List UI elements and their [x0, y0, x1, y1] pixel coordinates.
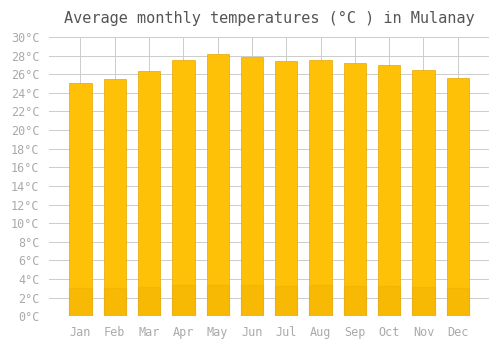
Bar — [138, 287, 160, 316]
Bar — [344, 63, 366, 316]
Bar — [378, 286, 400, 316]
Bar — [206, 54, 229, 316]
Bar — [378, 65, 400, 316]
Bar — [172, 286, 195, 316]
Title: Average monthly temperatures (°C ) in Mulanay: Average monthly temperatures (°C ) in Mu… — [64, 11, 474, 26]
Bar — [344, 286, 366, 316]
Bar — [310, 286, 332, 316]
Bar — [310, 60, 332, 316]
Bar — [138, 71, 160, 316]
Bar — [241, 285, 263, 316]
Bar — [412, 70, 434, 316]
Bar — [412, 287, 434, 316]
Bar — [275, 286, 297, 316]
Bar — [104, 288, 126, 316]
Bar — [70, 288, 92, 316]
Bar — [172, 60, 195, 316]
Bar — [275, 61, 297, 316]
Bar — [241, 57, 263, 316]
Bar — [446, 288, 469, 316]
Bar — [446, 78, 469, 316]
Bar — [206, 285, 229, 316]
Bar — [104, 79, 126, 316]
Bar — [70, 83, 92, 316]
